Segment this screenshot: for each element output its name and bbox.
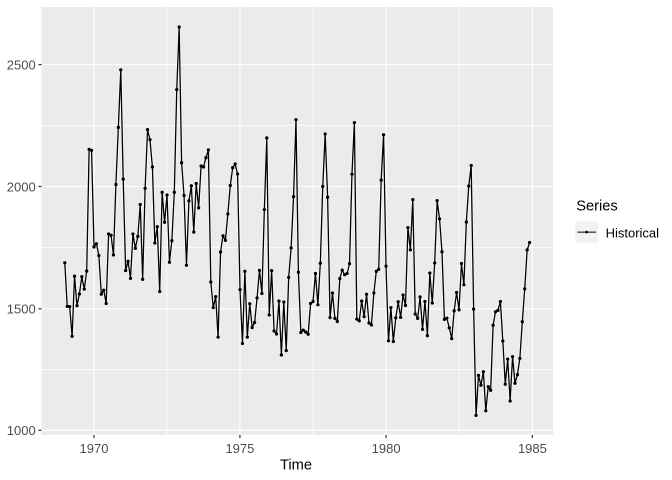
- svg-text:Historical: Historical: [606, 225, 660, 240]
- svg-text:1970: 1970: [80, 441, 109, 456]
- svg-text:1000: 1000: [7, 423, 36, 438]
- svg-text:1980: 1980: [372, 441, 401, 456]
- svg-text:2500: 2500: [7, 57, 36, 72]
- svg-text:1975: 1975: [225, 441, 254, 456]
- svg-text:2000: 2000: [7, 179, 36, 194]
- svg-text:Time: Time: [280, 458, 312, 474]
- svg-text:1500: 1500: [7, 302, 36, 317]
- svg-text:1985: 1985: [518, 441, 547, 456]
- svg-text:Series: Series: [576, 199, 618, 215]
